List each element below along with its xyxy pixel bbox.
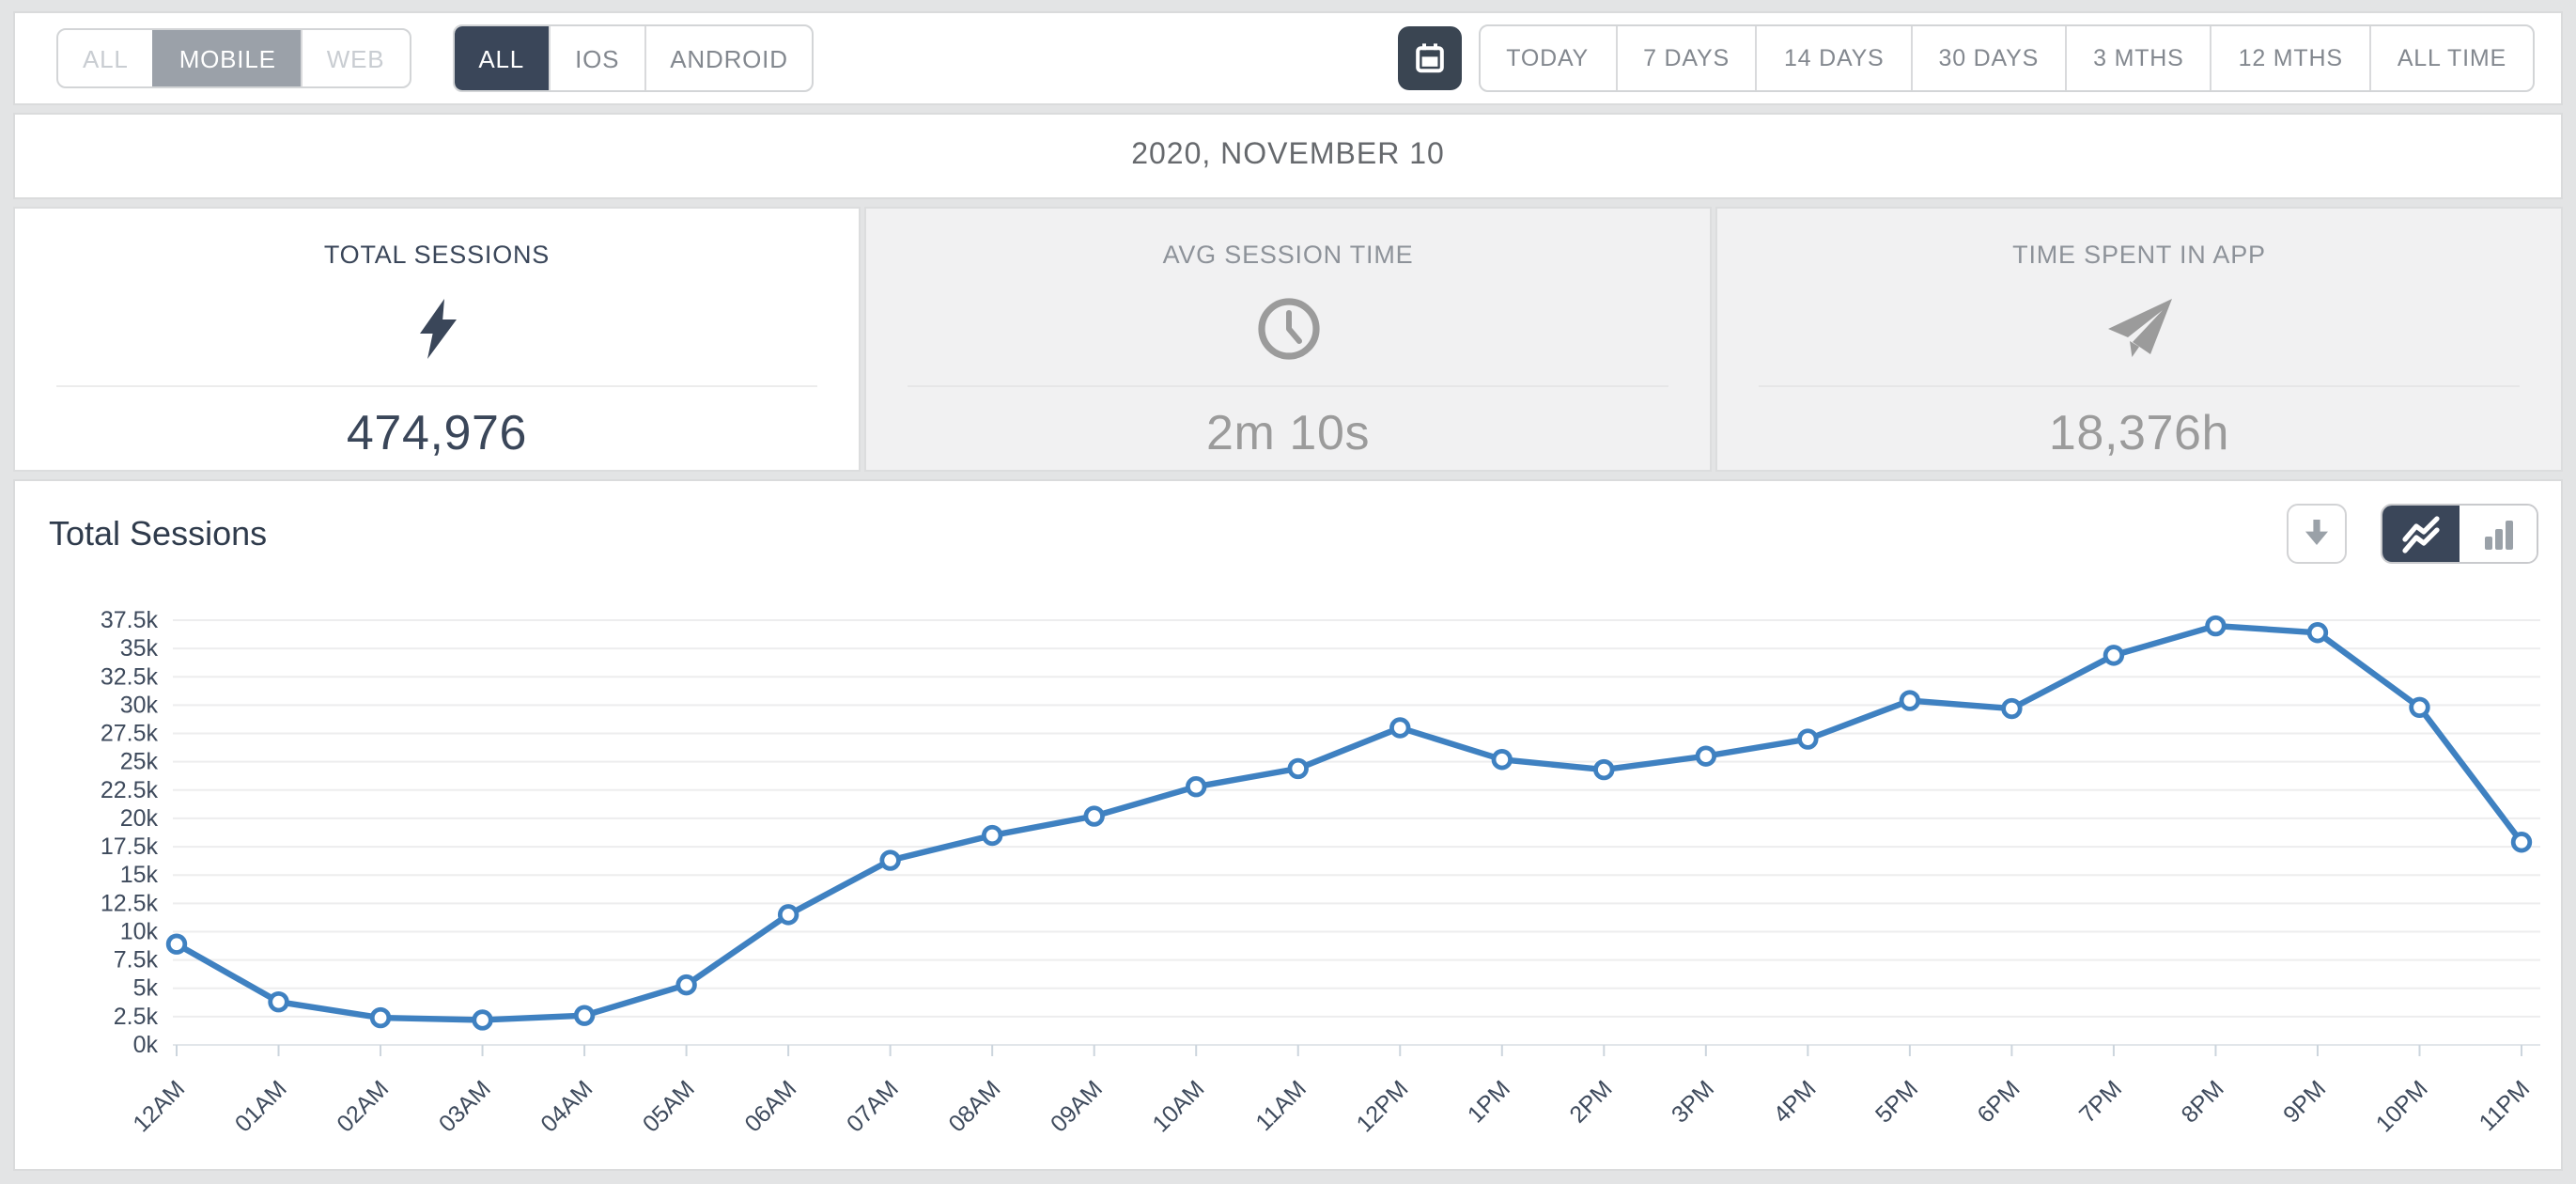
svg-text:10AM: 10AM — [1147, 1075, 1209, 1137]
svg-text:35k: 35k — [120, 635, 159, 662]
svg-text:27.5k: 27.5k — [101, 721, 159, 747]
svg-text:22.5k: 22.5k — [101, 777, 159, 803]
device-filter-mobile[interactable]: MOBILE — [152, 30, 301, 86]
time-range-30-days[interactable]: 30 DAYS — [1910, 26, 2066, 90]
svg-text:7.5k: 7.5k — [114, 947, 159, 974]
svg-text:32.5k: 32.5k — [101, 663, 159, 690]
time-range-12-mths[interactable]: 12 MTHS — [2210, 26, 2369, 90]
stat-card-value: 474,976 — [346, 404, 528, 460]
svg-text:7PM: 7PM — [2074, 1075, 2127, 1128]
svg-text:09AM: 09AM — [1046, 1075, 1108, 1137]
svg-text:2.5k: 2.5k — [114, 1004, 159, 1030]
svg-text:2PM: 2PM — [1564, 1075, 1617, 1128]
device-filter-group: ALL MOBILE WEB — [56, 28, 411, 88]
time-range-today[interactable]: TODAY — [1506, 45, 1590, 71]
device-filter-all[interactable]: ALL — [83, 44, 129, 72]
paper-plane-icon — [2102, 280, 2177, 378]
svg-text:9PM: 9PM — [2278, 1075, 2331, 1128]
time-range-7-days[interactable]: 7 DAYS — [1615, 26, 1756, 90]
svg-text:0k: 0k — [133, 1032, 159, 1058]
svg-text:07AM: 07AM — [842, 1075, 904, 1137]
stat-cards-row: TOTAL SESSIONS 474,976 AVG SESSION TIME … — [13, 207, 2563, 472]
stat-card-value: 2m 10s — [1205, 404, 1371, 460]
svg-text:5k: 5k — [133, 975, 159, 1002]
date-picker-button[interactable] — [1397, 26, 1462, 90]
svg-text:30k: 30k — [120, 692, 159, 718]
svg-text:37.5k: 37.5k — [101, 607, 159, 633]
svg-text:1PM: 1PM — [1463, 1075, 1515, 1128]
svg-text:4PM: 4PM — [1768, 1075, 1821, 1128]
svg-text:02AM: 02AM — [332, 1075, 394, 1137]
platform-filter-ios[interactable]: IOS — [549, 26, 644, 90]
svg-text:20k: 20k — [120, 805, 159, 832]
stat-card-title: TOTAL SESSIONS — [323, 241, 551, 269]
time-range-all-time[interactable]: ALL TIME — [2368, 26, 2533, 90]
time-range-group: TODAY 7 DAYS 14 DAYS 30 DAYS 3 MTHS 12 M… — [1478, 24, 2535, 92]
svg-text:3PM: 3PM — [1667, 1075, 1719, 1128]
svg-text:03AM: 03AM — [434, 1075, 496, 1137]
svg-text:6PM: 6PM — [1972, 1075, 2025, 1128]
stat-card-value: 18,376h — [2048, 404, 2230, 460]
stat-card-time-spent-in-app[interactable]: TIME SPENT IN APP 18,376h — [1715, 207, 2563, 472]
svg-text:08AM: 08AM — [943, 1075, 1005, 1137]
chart-title: Total Sessions — [49, 514, 268, 552]
stat-card-avg-session-time[interactable]: AVG SESSION TIME 2m 10s — [864, 207, 1712, 472]
svg-text:01AM: 01AM — [230, 1075, 292, 1137]
card-divider — [1759, 385, 2520, 387]
filter-groups: ALL MOBILE WEB ALL IOS ANDROID — [56, 24, 815, 92]
current-date-label: 2020, NOVEMBER 10 — [1131, 139, 1445, 171]
sessions-line-chart[interactable]: 0k2.5k5k7.5k10k12.5k15k17.5k20k22.5k25k2… — [15, 564, 2561, 1169]
chart-header: Total Sessions — [15, 481, 2561, 564]
svg-text:25k: 25k — [120, 749, 159, 775]
card-divider — [908, 385, 1668, 387]
chart-panel: Total Sessions — [13, 479, 2563, 1171]
line-view-button[interactable] — [2382, 506, 2460, 562]
svg-text:11AM: 11AM — [1250, 1075, 1311, 1136]
date-header-bar: 2020, NOVEMBER 10 — [13, 113, 2563, 199]
svg-text:10k: 10k — [120, 918, 159, 944]
svg-text:11PM: 11PM — [2475, 1075, 2536, 1136]
bar-view-button[interactable] — [2460, 506, 2537, 562]
platform-filter-all[interactable]: ALL — [454, 26, 550, 90]
svg-text:5PM: 5PM — [1870, 1075, 1923, 1128]
svg-text:12PM: 12PM — [1352, 1075, 1414, 1137]
device-filter-web[interactable]: WEB — [300, 30, 410, 86]
time-range-14-days[interactable]: 14 DAYS — [1755, 26, 1911, 90]
svg-text:06AM: 06AM — [739, 1075, 801, 1137]
svg-text:12AM: 12AM — [128, 1075, 190, 1137]
svg-text:8PM: 8PM — [2177, 1075, 2229, 1128]
chart-view-toggle — [2381, 504, 2538, 564]
platform-filter-android[interactable]: ANDROID — [644, 26, 813, 90]
svg-text:04AM: 04AM — [535, 1075, 597, 1137]
top-toolbar: ALL MOBILE WEB ALL IOS ANDROID T — [13, 11, 2563, 105]
chart-controls — [2287, 504, 2538, 564]
line-chart-icon — [2398, 510, 2444, 557]
stat-card-total-sessions[interactable]: TOTAL SESSIONS 474,976 — [13, 207, 861, 472]
card-divider — [56, 385, 817, 387]
platform-filter-group: ALL IOS ANDROID — [452, 24, 815, 92]
clock-icon — [1250, 280, 1326, 378]
time-range-3-mths[interactable]: 3 MTHS — [2065, 26, 2211, 90]
svg-text:15k: 15k — [120, 862, 159, 888]
svg-text:05AM: 05AM — [638, 1075, 700, 1137]
stat-card-title: TIME SPENT IN APP — [2012, 241, 2266, 269]
svg-text:17.5k: 17.5k — [101, 833, 159, 860]
download-arrow-icon — [2296, 513, 2337, 554]
lightning-icon — [403, 280, 471, 378]
svg-text:12.5k: 12.5k — [101, 890, 159, 916]
calendar-icon — [1410, 39, 1448, 77]
download-button[interactable] — [2287, 504, 2347, 564]
stat-card-title: AVG SESSION TIME — [1162, 241, 1414, 269]
svg-text:10PM: 10PM — [2371, 1075, 2433, 1137]
bar-chart-icon — [2475, 511, 2521, 556]
